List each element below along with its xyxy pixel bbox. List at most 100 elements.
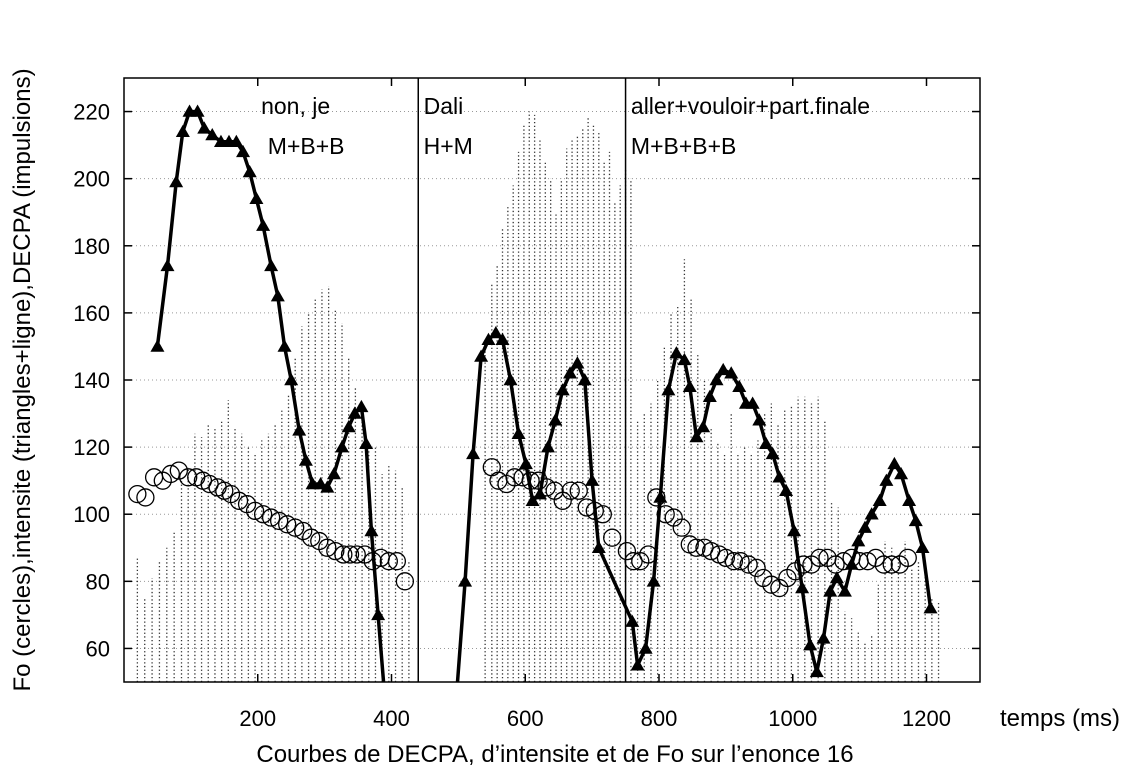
intensity-point <box>823 584 838 597</box>
fo-point <box>521 471 540 490</box>
intensity-point <box>630 658 645 671</box>
x-tick-label: 1200 <box>902 706 951 731</box>
intensity-point <box>548 413 563 426</box>
axis-ticks: 60 80 100 120 140 160 180 200 220 200 400 600 800 100… <box>73 78 980 731</box>
intensity-point <box>829 570 844 584</box>
intensity-point <box>816 631 831 644</box>
y-tick-label: 120 <box>73 435 110 460</box>
y-tick-label: 180 <box>73 234 110 259</box>
intensity-point <box>197 121 212 134</box>
fo-point <box>215 481 234 500</box>
segment-annotation: H+M <box>424 133 473 159</box>
fo-point <box>261 508 281 527</box>
fo-point <box>687 538 706 557</box>
intensity-point <box>765 446 780 460</box>
intensity-point <box>879 473 894 486</box>
fo-point <box>128 484 147 504</box>
segment-annotation: non, je <box>261 93 330 119</box>
intensity-point <box>525 493 540 507</box>
fo-point <box>617 541 637 561</box>
fo-point <box>593 505 612 524</box>
intensity-point <box>229 134 244 148</box>
intensity-point <box>787 524 802 537</box>
intensity-point <box>902 493 917 507</box>
intensity-point <box>696 419 711 433</box>
intensity-point <box>894 466 909 480</box>
fo-point <box>253 505 273 524</box>
fo-point <box>762 575 781 594</box>
intensity-point <box>625 614 640 627</box>
intensity-point <box>653 490 668 503</box>
intensity-point <box>481 332 496 345</box>
segment-annotation: Dali <box>424 93 464 119</box>
intensity-point <box>249 191 264 205</box>
fo-point <box>229 491 249 510</box>
fo-point <box>334 545 353 564</box>
intensity-point <box>661 383 676 396</box>
intensity-point <box>277 339 292 352</box>
y-tick-label: 200 <box>73 167 110 192</box>
fo-point <box>724 552 744 571</box>
intensity-point <box>638 641 653 654</box>
fo-point <box>179 468 198 487</box>
segment-annotation: aller+vouloir+part.finale <box>631 93 870 119</box>
fo-point <box>882 555 901 574</box>
fo-series <box>128 458 917 598</box>
intensity-point <box>160 258 175 272</box>
intensity-point <box>371 607 386 621</box>
y-tick-label: 60 <box>86 636 110 661</box>
fo-point <box>639 545 658 564</box>
intensity-point <box>150 339 165 352</box>
fo-point <box>387 552 407 571</box>
intensity-point <box>320 480 335 493</box>
intensity-point <box>284 373 299 386</box>
fo-point <box>379 552 398 571</box>
intensity-point <box>803 638 818 651</box>
x-tick-label: 1000 <box>768 706 817 731</box>
grid-layer <box>124 111 980 649</box>
x-tick-label: 200 <box>239 706 276 731</box>
intensity-point <box>236 144 251 158</box>
intensity-point <box>495 332 510 345</box>
intensity-point <box>354 399 369 413</box>
fo-point <box>577 498 596 517</box>
fo-point <box>585 501 604 521</box>
intensity-point <box>759 436 773 450</box>
fo-point <box>340 545 360 564</box>
fo-point <box>603 528 622 547</box>
intensity-point <box>264 258 279 272</box>
fo-point <box>286 518 305 537</box>
fo-point <box>537 478 556 497</box>
segment-annotation: M+B+B+B <box>631 133 736 159</box>
fo-point <box>161 464 180 484</box>
intensity-line <box>155 109 386 682</box>
intensity-point <box>864 507 879 520</box>
fo-point <box>169 461 188 480</box>
x-tick-label: 400 <box>373 706 410 731</box>
intensity-point <box>169 175 184 188</box>
segment-annotations: non, je M+B+B Dali H+M aller+vouloir+part.fi… <box>261 93 870 159</box>
intensity-point <box>772 470 787 483</box>
intensity-point <box>298 453 313 466</box>
fo-point <box>826 555 845 574</box>
fo-point <box>245 501 265 521</box>
fo-point <box>561 481 580 500</box>
fo-point <box>716 548 736 567</box>
fo-point <box>672 518 691 537</box>
intensity-point <box>341 419 356 433</box>
y-axis-label: Fo (cercles),intensite (triangles+ligne)… <box>9 68 36 691</box>
intensity-point <box>709 373 724 386</box>
intensity-point <box>677 352 692 366</box>
intensity-point <box>682 379 697 392</box>
intensity-point <box>518 456 533 470</box>
intensity-point <box>577 373 592 386</box>
intensity-point <box>732 379 747 392</box>
intensity-point <box>795 581 810 594</box>
intensity-point <box>474 349 489 362</box>
fo-point <box>656 505 675 524</box>
intensity-point <box>689 430 704 443</box>
intensity-point <box>540 440 555 453</box>
intensity-point <box>364 524 379 537</box>
intensity-point <box>488 326 503 339</box>
